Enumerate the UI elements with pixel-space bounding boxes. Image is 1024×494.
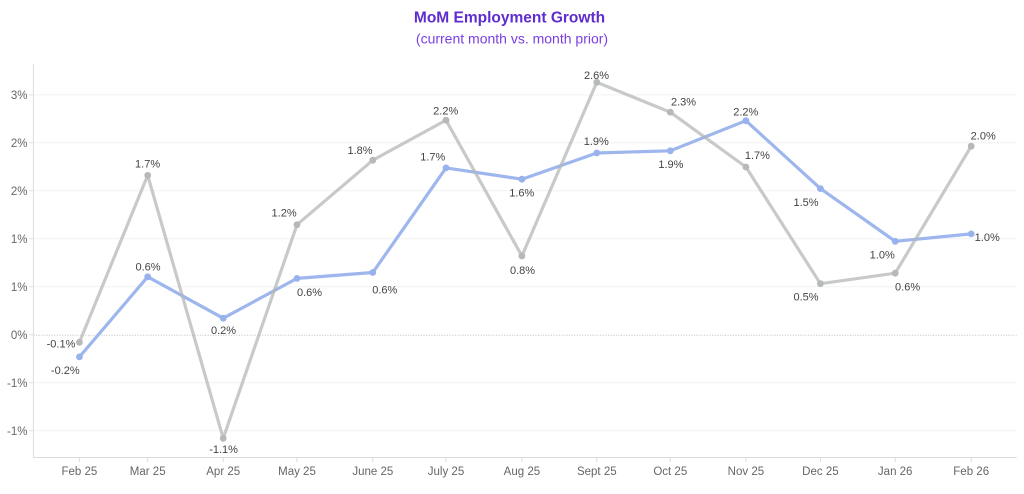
svg-text:MoM Employment Growth: MoM Employment Growth (414, 10, 605, 27)
svg-text:-1%: -1% (7, 378, 27, 390)
svg-text:Feb 26: Feb 26 (953, 466, 989, 478)
svg-text:1.9%: 1.9% (658, 159, 683, 171)
svg-text:2%: 2% (11, 138, 28, 150)
svg-text:1%: 1% (11, 234, 28, 246)
svg-text:June 25: June 25 (352, 466, 393, 478)
svg-text:-0.1%: -0.1% (47, 338, 76, 350)
svg-text:1.7%: 1.7% (420, 152, 445, 164)
svg-text:0.6%: 0.6% (297, 287, 322, 299)
svg-text:1.2%: 1.2% (272, 208, 297, 220)
svg-text:Sept 25: Sept 25 (577, 466, 617, 478)
svg-text:0%: 0% (11, 330, 28, 342)
svg-text:Apr 25: Apr 25 (206, 466, 240, 478)
svg-text:Oct 25: Oct 25 (653, 466, 687, 478)
svg-text:1%: 1% (11, 282, 28, 294)
svg-text:1.6%: 1.6% (509, 188, 534, 200)
svg-text:2%: 2% (11, 186, 28, 198)
svg-text:1.8%: 1.8% (347, 145, 372, 157)
svg-text:1.5%: 1.5% (793, 197, 818, 209)
svg-text:Dec 25: Dec 25 (802, 466, 838, 478)
svg-text:(current month vs. month prior: (current month vs. month prior) (416, 31, 608, 47)
svg-text:3%: 3% (11, 90, 28, 102)
svg-text:1.0%: 1.0% (975, 232, 1000, 244)
svg-text:0.6%: 0.6% (895, 282, 920, 294)
svg-text:Feb 25: Feb 25 (61, 466, 97, 478)
svg-text:May 25: May 25 (278, 466, 316, 478)
svg-text:2.2%: 2.2% (433, 105, 458, 117)
svg-text:1.7%: 1.7% (135, 159, 160, 171)
svg-text:-1%: -1% (7, 426, 27, 438)
svg-text:0.6%: 0.6% (372, 284, 397, 296)
svg-text:1.7%: 1.7% (745, 150, 770, 162)
svg-text:2.3%: 2.3% (671, 97, 696, 109)
svg-text:Mar 25: Mar 25 (130, 466, 166, 478)
svg-text:2.0%: 2.0% (971, 131, 996, 143)
svg-text:Aug 25: Aug 25 (504, 466, 540, 478)
svg-text:Jan 26: Jan 26 (878, 466, 913, 478)
svg-text:0.2%: 0.2% (211, 325, 236, 337)
svg-text:Nov 25: Nov 25 (728, 466, 764, 478)
svg-text:0.6%: 0.6% (135, 261, 160, 273)
svg-text:1.0%: 1.0% (870, 249, 895, 261)
svg-text:-0.2%: -0.2% (51, 365, 80, 377)
svg-text:2.6%: 2.6% (584, 70, 609, 82)
svg-text:1.9%: 1.9% (584, 136, 609, 148)
svg-text:0.8%: 0.8% (510, 265, 535, 277)
svg-text:July 25: July 25 (428, 466, 464, 478)
svg-text:2.2%: 2.2% (733, 106, 758, 118)
svg-text:0.5%: 0.5% (793, 292, 818, 304)
svg-text:-1.1%: -1.1% (209, 444, 238, 456)
